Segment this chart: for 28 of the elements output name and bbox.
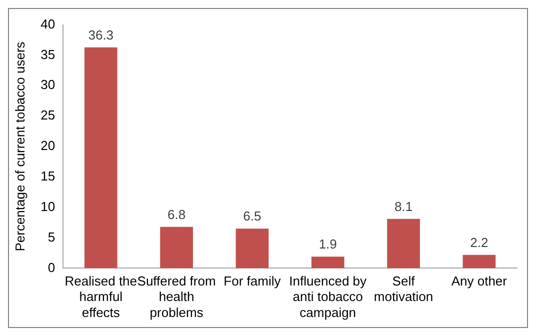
y-tick-label: 35 <box>40 46 56 62</box>
y-axis-title: Percentage of current tobacco users <box>12 41 28 252</box>
x-tick-label: Influenced by anti tobacco campaign <box>289 274 368 320</box>
y-tick-label: 0 <box>48 260 56 275</box>
x-tick-label: Suffered from health problems <box>137 274 216 320</box>
y-tick-label: 25 <box>40 108 56 123</box>
data-label: 6.8 <box>168 206 186 222</box>
data-label: 2.2 <box>470 234 488 250</box>
y-tick-label: 40 <box>40 16 56 32</box>
x-tick-label: Realised the harmful effects <box>64 274 138 320</box>
bar <box>160 226 193 268</box>
bar <box>311 256 344 268</box>
data-label: 36.3 <box>88 27 114 42</box>
bar <box>236 228 269 268</box>
data-label: 6.5 <box>243 208 262 224</box>
x-tick-label: For family <box>224 274 282 289</box>
bar <box>84 47 118 268</box>
bar <box>387 218 420 268</box>
y-tick-label: 10 <box>40 198 56 214</box>
data-label: 8.1 <box>394 198 413 214</box>
x-tick-label: Any other <box>451 274 508 289</box>
bar <box>462 254 496 268</box>
y-tick-label: 15 <box>40 168 56 184</box>
y-tick-label: 20 <box>40 138 56 154</box>
y-tick-label: 30 <box>40 77 56 92</box>
data-label: 1.9 <box>318 236 337 252</box>
y-tick-label: 5 <box>48 229 56 244</box>
x-tick-label: Self motivation <box>374 274 434 304</box>
